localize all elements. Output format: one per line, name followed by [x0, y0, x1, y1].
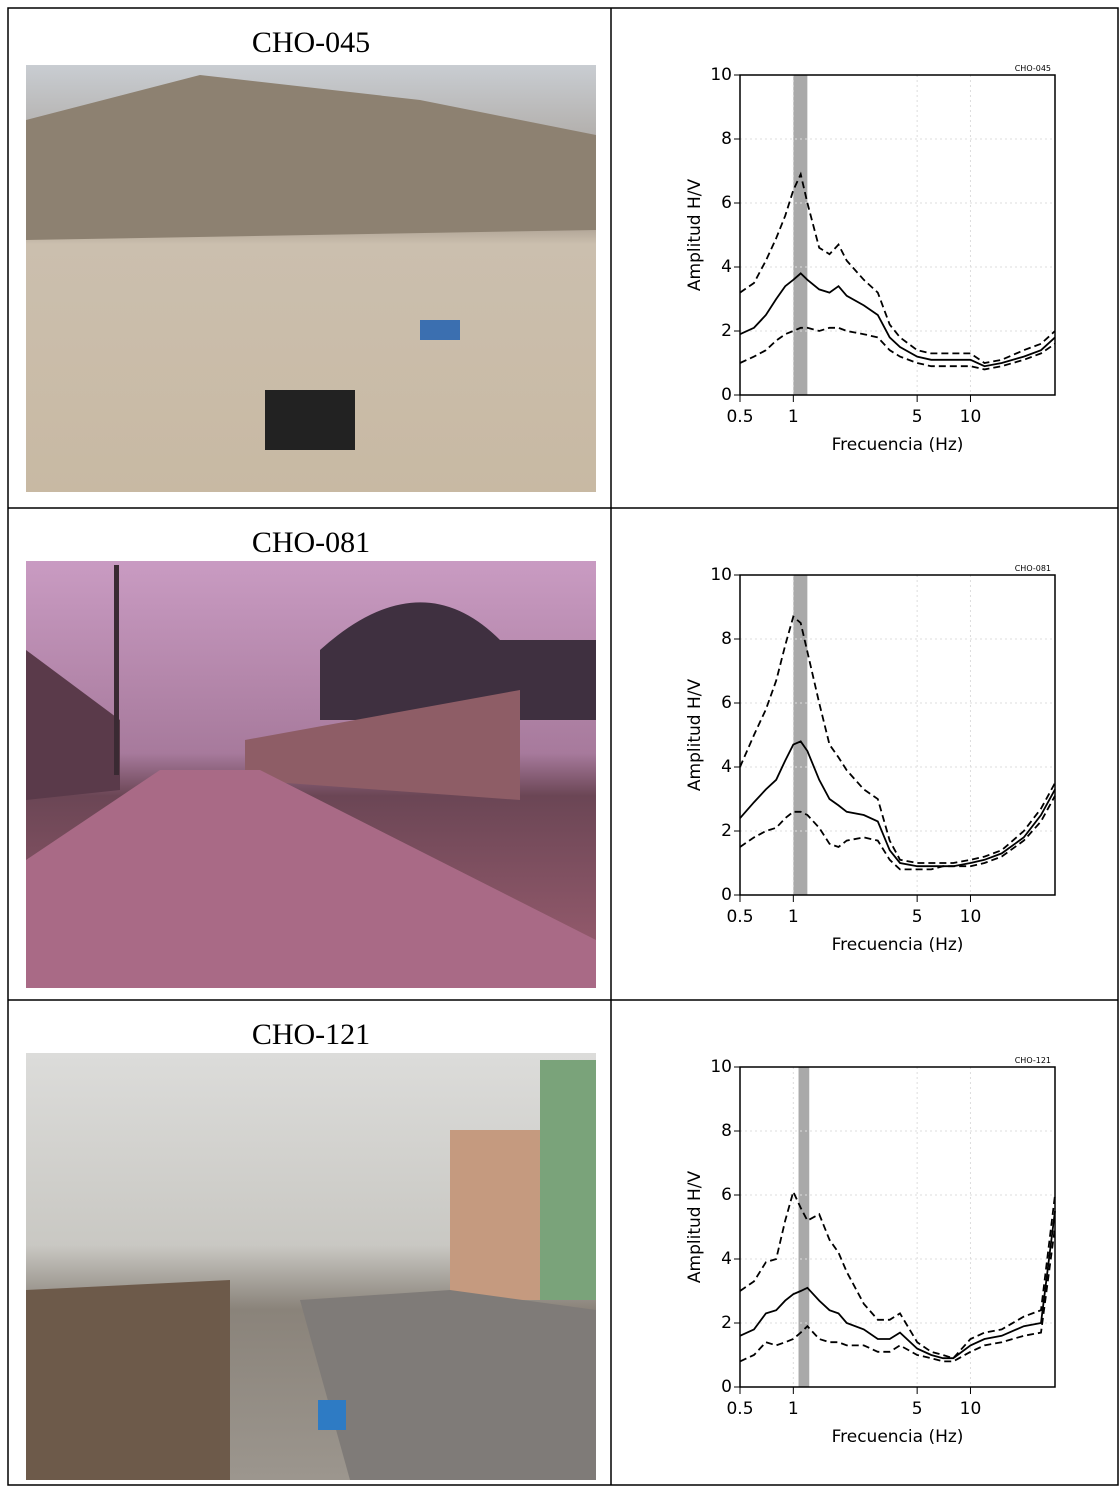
y-axis-label: Amplitud H/V	[685, 179, 705, 292]
plot-frame	[739, 74, 1056, 396]
bound-line	[739, 795, 1056, 871]
y-tick-label: 6	[721, 1185, 732, 1205]
y-tick-label: 8	[721, 1121, 732, 1141]
photo-caption: CHO-121	[252, 1018, 370, 1051]
x-tick-label: 0.5	[726, 907, 753, 927]
chart: 0 2 4 6 8 10 0.5 1 5 10 CHO-081 Frecuencia (Hz) Ampl…	[685, 564, 1056, 955]
bound-line	[739, 1226, 1056, 1363]
y-axis-label: Amplitud H/V	[685, 679, 705, 792]
chart-title: CHO-045	[1015, 64, 1051, 73]
x-tick-label: 0.5	[726, 1399, 753, 1419]
chart-title: CHO-081	[1015, 564, 1051, 573]
x-tick-label: 10	[960, 907, 982, 927]
x-axis-label: Frecuencia (Hz)	[832, 935, 964, 955]
y-tick-label: 4	[721, 757, 732, 777]
y-tick-label: 10	[710, 565, 732, 585]
x-tick-label: 0.5	[726, 407, 753, 427]
y-tick-label: 0	[721, 385, 732, 405]
x-axis-label: Frecuencia (Hz)	[832, 1427, 964, 1447]
chart-title: CHO-121	[1015, 1056, 1051, 1065]
y-tick-label: 2	[721, 321, 732, 341]
photo	[26, 1053, 596, 1480]
y-tick-label: 8	[721, 129, 732, 149]
mean-line	[739, 740, 1056, 868]
x-tick-label: 1	[788, 1399, 799, 1419]
y-tick-label: 4	[721, 257, 732, 277]
chart: 0 2 4 6 8 10 0.5 1 5 10 CHO-121 Frecuencia (Hz) Ampl…	[685, 1056, 1056, 1447]
photo-caption: CHO-081	[252, 526, 370, 559]
chart: 0 2 4 6 8 10 0.5 1 5 10 CHO-045 Frecuencia (Hz) Ampl…	[685, 64, 1056, 455]
photo	[26, 65, 596, 492]
x-tick-label: 10	[960, 1399, 982, 1419]
y-tick-label: 2	[721, 1313, 732, 1333]
bound-line	[739, 1189, 1056, 1360]
y-tick-label: 0	[721, 885, 732, 905]
plot-frame	[739, 574, 1056, 896]
x-tick-label: 5	[912, 907, 923, 927]
x-tick-label: 10	[960, 407, 982, 427]
y-tick-label: 2	[721, 821, 732, 841]
y-tick-label: 6	[721, 693, 732, 713]
y-tick-label: 4	[721, 1249, 732, 1269]
peak-band	[798, 1067, 810, 1387]
x-tick-label: 5	[912, 1399, 923, 1419]
y-tick-label: 10	[710, 65, 732, 85]
bound-line	[739, 171, 1056, 364]
x-tick-label: 1	[788, 907, 799, 927]
x-tick-label: 5	[912, 407, 923, 427]
photo	[26, 561, 596, 988]
x-axis-label: Frecuencia (Hz)	[832, 435, 964, 455]
mean-line	[739, 272, 1056, 368]
peak-band	[793, 575, 808, 895]
peak-band	[793, 75, 808, 395]
x-tick-label: 1	[788, 407, 799, 427]
y-tick-label: 10	[710, 1057, 732, 1077]
y-tick-label: 8	[721, 629, 732, 649]
bound-line	[739, 614, 1056, 864]
y-axis-label: Amplitud H/V	[685, 1171, 705, 1284]
y-tick-label: 6	[721, 193, 732, 213]
mean-line	[739, 1210, 1056, 1360]
table-grid	[7, 7, 1119, 1486]
y-tick-label: 0	[721, 1377, 732, 1397]
photo-caption: CHO-045	[252, 26, 370, 59]
bound-line	[739, 326, 1056, 371]
plot-frame	[739, 1066, 1056, 1388]
